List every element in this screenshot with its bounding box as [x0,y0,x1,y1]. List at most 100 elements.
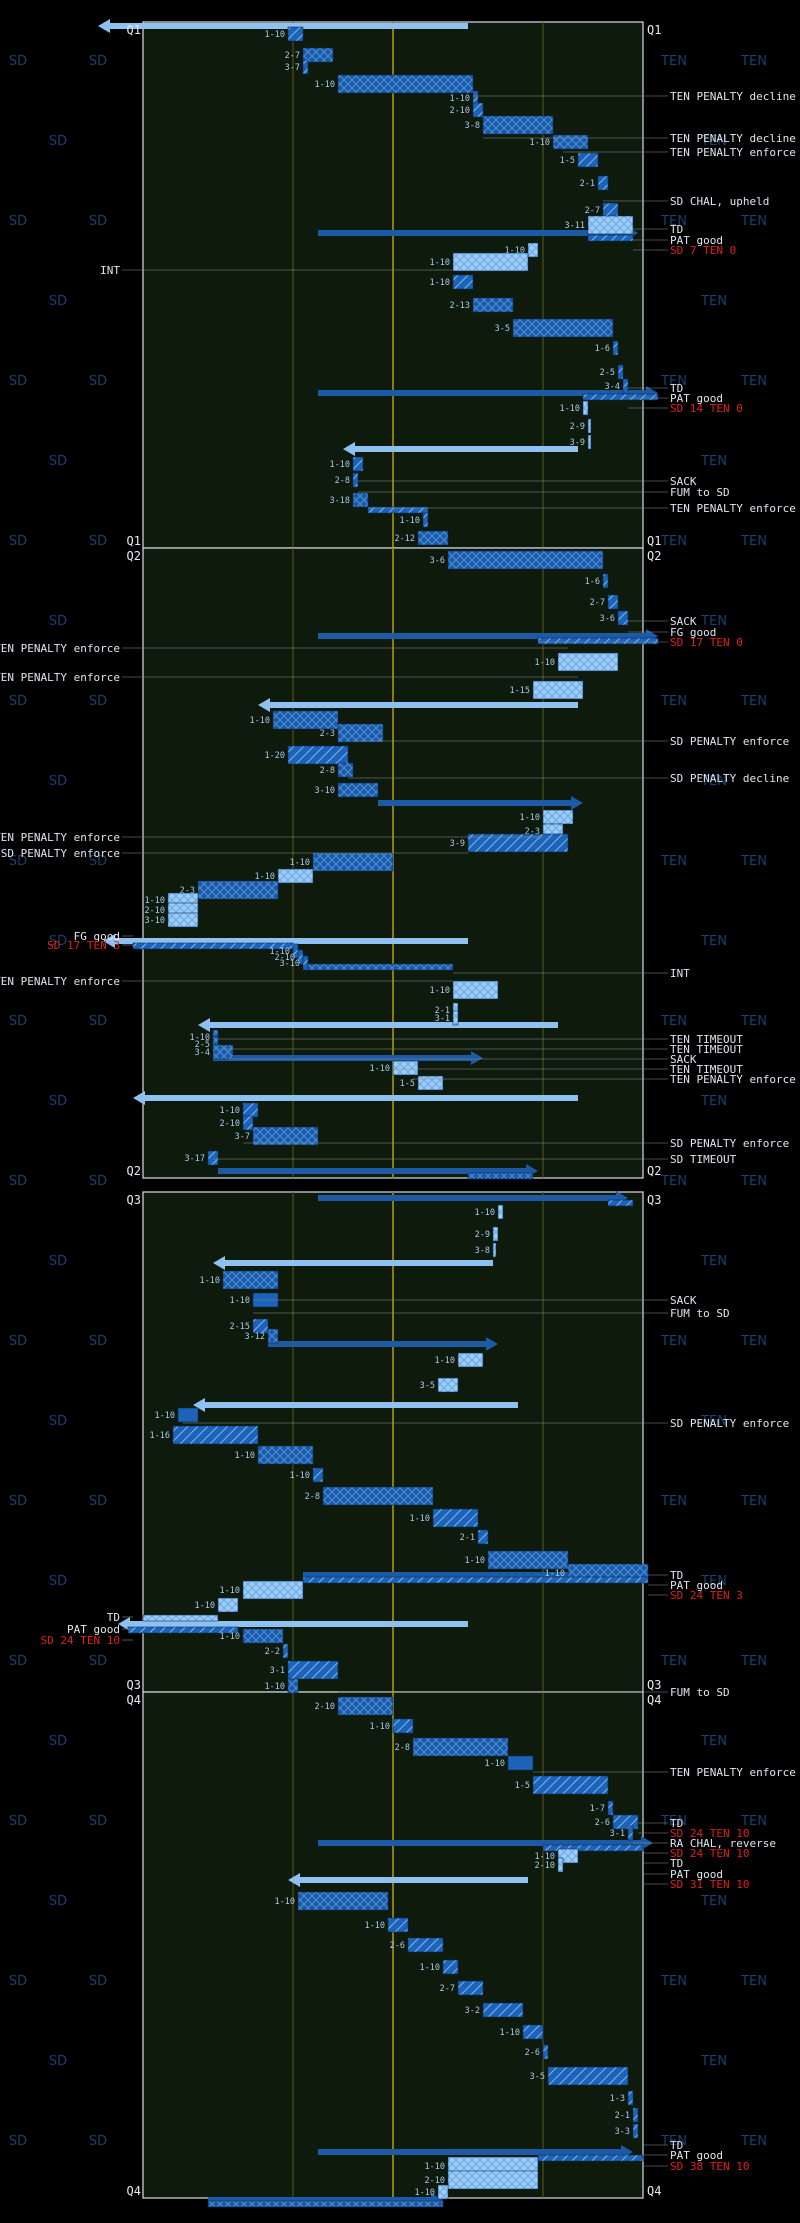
down-distance-label: 1-10 [265,1682,285,1692]
team-watermark: TEN [660,1174,687,1189]
down-distance-label: 1-10 [485,1759,505,1769]
down-distance-label: 2-7 [440,1984,455,1994]
down-distance-label: 3-4 [195,1048,210,1058]
drive-arrow [318,390,648,396]
drive-arrow [113,938,468,944]
play-bar [312,852,394,872]
down-distance-label: 2-3 [320,729,335,739]
team-watermark: TEN [660,1974,687,1989]
play-bar [452,980,499,1000]
play-bar [242,1102,259,1118]
down-distance-label: 1-10 [430,258,450,268]
play-bar [287,1660,339,1680]
team-watermark: SD [49,454,67,469]
team-watermark: TEN [660,1334,687,1349]
down-distance-label: 1-10 [370,1722,390,1732]
play-bar [167,912,199,928]
down-distance-label: 1-10 [220,1106,240,1116]
team-watermark: TEN [740,1494,767,1509]
team-watermark: TEN [740,1654,767,1669]
play-bar [527,242,539,258]
down-distance-label: 1-10 [415,2188,435,2198]
down-distance-label: 1-6 [585,577,600,587]
down-distance-label: 3-2 [465,2006,480,2016]
event-label: SACK [670,1053,697,1066]
play-bar [532,680,584,700]
team-watermark: SD [9,534,27,549]
team-watermark: TEN [660,534,687,549]
down-distance-label: 1-10 [425,2162,445,2172]
drive-arrow-head [193,1398,205,1412]
drive-arrow-head [288,1873,300,1887]
play-bar [307,963,454,971]
play-bar [127,1626,239,1634]
down-distance-label: 1-20 [265,751,285,761]
play-bar [552,134,589,150]
quarter-label: Q2 [647,549,661,563]
play-bar [602,202,619,218]
team-watermark: SD [49,1574,67,1589]
play-bar [557,1857,564,1873]
down-distance-label: 1-10 [265,30,285,40]
drive-arrow [318,2149,623,2155]
play-bar [242,1115,254,1131]
drive-arrow-head [471,1051,483,1065]
team-watermark: TEN [700,1894,727,1909]
play-bar [607,1199,634,1207]
down-distance-label: 2-3 [525,827,540,837]
team-watermark: TEN [660,1014,687,1029]
down-distance-label: 1-10 [505,246,525,256]
event-label: TEN PENALTY decline [670,90,796,103]
quarter-label: Q4 [127,1693,141,1707]
team-watermark: SD [9,374,27,389]
down-distance-label: 3-1 [270,1666,285,1676]
event-label: TEN PENALTY decline [670,132,796,145]
drive-arrow-head [343,442,355,456]
play-bar [337,762,354,778]
event-label: SD PENALTY enforce [1,847,120,860]
event-label: SACK [670,615,697,628]
event-label: PAT good [670,1868,723,1881]
team-watermark: TEN [700,1734,727,1749]
play-bar [142,1614,219,1622]
event-label: SD PENALTY enforce [670,735,789,748]
down-distance-label: 1-7 [590,1804,605,1814]
score-label: SD 7 TEN 0 [670,244,736,257]
watermark-layer: SD SD TEN TEN SD TEN SD SD TEN TEN SD TEN SD SD TEN TEN… [9,54,767,2149]
play-bar [302,59,309,75]
down-distance-label: 1-3 [610,2094,625,2104]
play-bar [337,723,384,743]
team-watermark: SD [89,2134,107,2149]
drive-arrow [318,230,628,236]
drive-arrow [213,1055,473,1061]
play-bar [267,1328,279,1344]
event-label: TEN PENALTY enforce [670,1766,796,1779]
team-watermark: SD [9,54,27,69]
drive-arrow-head [133,1091,145,1105]
drive-arrow [268,702,578,708]
down-distance-label: 2-7 [285,51,300,61]
play-bar [587,234,634,242]
down-distance-label: 1-10 [275,1897,295,1907]
down-distance-label: 3-5 [495,324,510,334]
event-label: TD [670,1817,683,1830]
team-watermark: SD [49,1254,67,1269]
plays-layer: 1-102-73-71-101-102-103-81-101-52-12-73-… [127,26,659,2208]
team-watermark: SD [9,1014,27,1029]
drive-arrow [353,446,578,452]
play-bar [457,1980,484,1996]
down-distance-label: 3-8 [475,1246,490,1256]
quarter-label: Q4 [127,2184,141,2198]
down-distance-label: 2-8 [305,1492,320,1502]
down-distance-label: 1-10 [535,1852,555,1862]
event-label: SD PENALTY enforce [670,1417,789,1430]
team-watermark: TEN [660,1494,687,1509]
play-bar [452,1010,459,1026]
team-watermark: SD [9,1494,27,1509]
team-watermark: SD [9,214,27,229]
play-bar [447,550,604,570]
team-watermark: SD [89,694,107,709]
drive-arrow [303,1572,638,1578]
team-watermark: SD [89,214,107,229]
